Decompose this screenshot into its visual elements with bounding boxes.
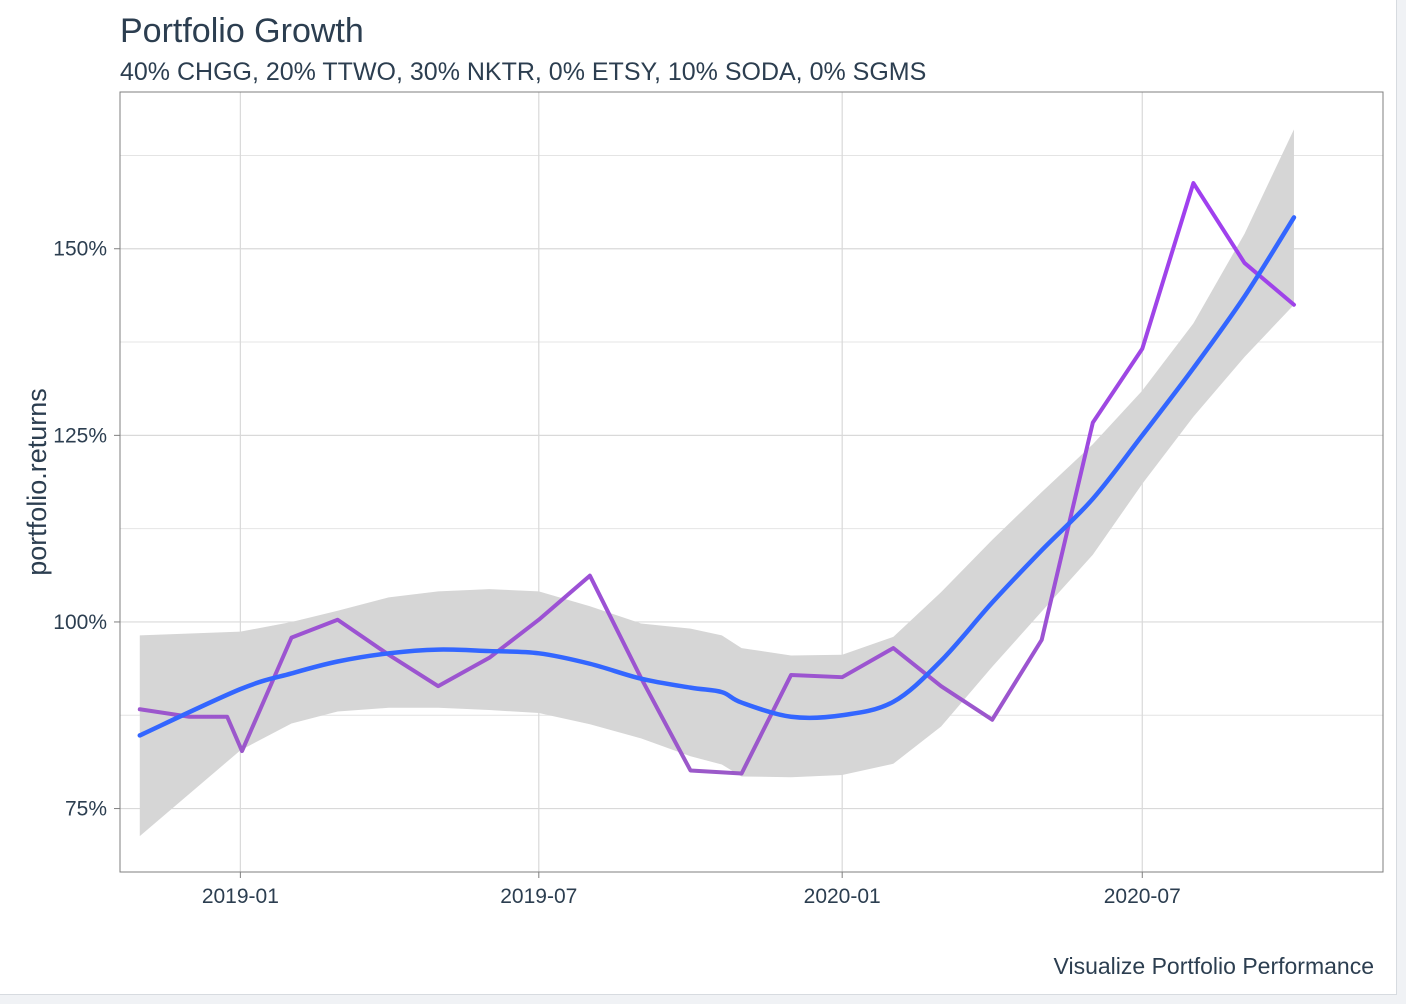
- y-axis-title: portfolio.returns: [22, 388, 52, 576]
- y-tick-label: 150%: [53, 238, 107, 261]
- x-tick-label: 2020-01: [804, 885, 881, 908]
- x-tick-label: 2020-07: [1104, 885, 1181, 908]
- y-tick-label: 75%: [65, 798, 107, 821]
- chart-caption: Visualize Portfolio Performance: [1053, 953, 1374, 979]
- x-tick-label: 2019-07: [500, 885, 577, 908]
- portfolio-returns-line: [137, 181, 1296, 776]
- y-tick-label: 125%: [53, 424, 107, 447]
- y-tick-label: 100%: [53, 611, 107, 634]
- plot-panel-border: [119, 91, 1384, 873]
- smooth-trend-line: [137, 215, 1297, 738]
- confidence-band: [139, 129, 1294, 837]
- chart-subtitle: 40% CHGG, 20% TTWO, 30% NKTR, 0% ETSY, 1…: [120, 58, 927, 86]
- x-tick-label: 2019-01: [202, 885, 279, 908]
- chart-title: Portfolio Growth: [120, 12, 364, 50]
